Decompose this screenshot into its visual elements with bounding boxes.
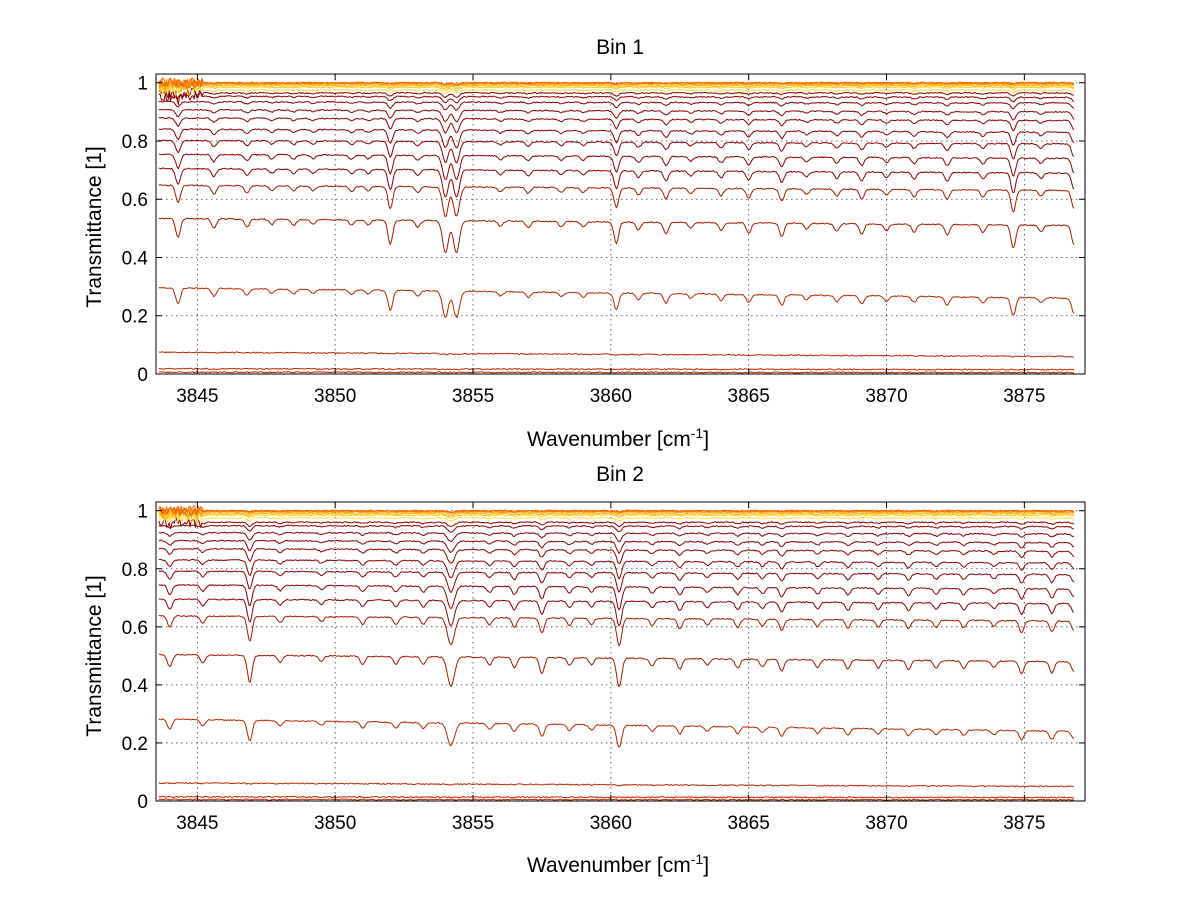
y-tick-label: 0.4 [122,676,149,697]
x-tick-label: 3855 [452,813,494,834]
y-tick-label: 0.2 [122,307,148,328]
spectrum-line [158,217,1075,253]
spectrum-line [158,507,1075,518]
spectrum-line [158,782,1075,788]
spectrum-line [158,653,1075,688]
y-tick-label: 0.8 [122,132,148,153]
x-tick-label: 3850 [314,386,356,407]
x-tick-label: 3875 [1003,813,1045,834]
spectrum-lines [158,504,1075,801]
chart-bin-1: Bin 1 3845 3850 3855 3860 3865 3870 3875 0 0.2 0.… [83,36,1086,451]
spectrum-line [158,539,1075,554]
x-tick-label: 3865 [728,813,770,834]
spectrum-line [158,184,1075,218]
spectrum-line [158,80,1075,92]
axes-box [155,501,1086,802]
spectrum-line [158,287,1075,319]
y-tick-label: 0 [137,792,148,813]
spectrum-line [158,531,1075,543]
spectrum-line [158,614,1075,647]
x-tick-label: 3860 [590,386,632,407]
grid [156,74,1085,374]
spectrum-line [158,524,1075,533]
spectrum-line [158,509,1075,521]
spectrum-line [158,547,1075,565]
spectrum-line [158,77,1075,89]
y-tick-label: 0.6 [122,190,148,211]
y-tick-label: 0.6 [122,618,148,639]
y-tick-label: 0.8 [122,560,148,581]
y-tick-label: 0 [137,365,148,386]
x-tick-label: 3850 [314,813,356,834]
x-tick-label: 3855 [452,386,494,407]
x-tick-label: 3870 [865,813,907,834]
spectrum-line [158,798,1075,801]
chart-title: Bin 2 [596,463,644,486]
x-axis-label: Wavenumber [cm-1] [527,425,709,451]
x-tick-label: 3845 [176,386,218,407]
spectrum-line [158,371,1074,374]
y-tick-label: 1 [137,74,148,95]
spectrum-line [158,351,1075,358]
spectrum-line [158,516,1075,529]
spectrum-line [158,795,1075,799]
spectrum-line [158,153,1075,180]
spectrum-line [158,584,1075,611]
x-tick-label: 3865 [728,386,770,407]
spectrum-line [158,508,1075,520]
spectrum-line [158,116,1075,134]
spectrum-line [158,79,1075,91]
spectrum-line [158,512,1075,524]
spectrum-line [158,167,1075,198]
spectrum-line [158,558,1075,580]
y-tick-label: 0.2 [122,734,148,755]
spectrum-line [158,81,1075,94]
x-tick-label: 3860 [590,813,632,834]
y-tick-label: 0.4 [122,248,149,269]
y-axis-label: Transmittance [1] [83,146,106,307]
spectrum-line [158,88,1074,101]
chart-title: Bin 1 [596,36,644,59]
spectrum-lines [158,77,1075,374]
x-tick-label: 3845 [176,813,218,834]
x-axis-label: Wavenumber [cm-1] [527,851,709,877]
ticks: 3845 3850 3855 3860 3865 3870 3875 0 0.2 0.4 0.6 0.… [122,502,1085,834]
x-tick-label: 3870 [865,386,907,407]
spectrum-line [158,108,1075,123]
spectrum-line [158,128,1075,149]
spectrum-line [158,367,1075,371]
ticks: 3845 3850 3855 3860 3865 3870 3875 0 0.2 0.4 0.6 0.… [122,74,1085,407]
spectrum-line [158,84,1075,97]
axes-box [155,73,1086,375]
spectrum-line [158,504,1075,516]
y-tick-label: 1 [137,502,148,523]
spectrum-line [158,139,1075,164]
spectrum-line [158,718,1075,748]
spectrum-line [158,598,1075,627]
y-axis-label: Transmittance [1] [83,575,106,736]
spectrum-line [158,90,1075,105]
spectrum-line [158,570,1075,593]
x-tick-label: 3875 [1003,386,1045,407]
chart-bin-2: Bin 2 3845 3850 3855 3860 3865 3870 3875 0 0.2 0.… [83,463,1086,877]
spectrum-line [158,100,1075,111]
